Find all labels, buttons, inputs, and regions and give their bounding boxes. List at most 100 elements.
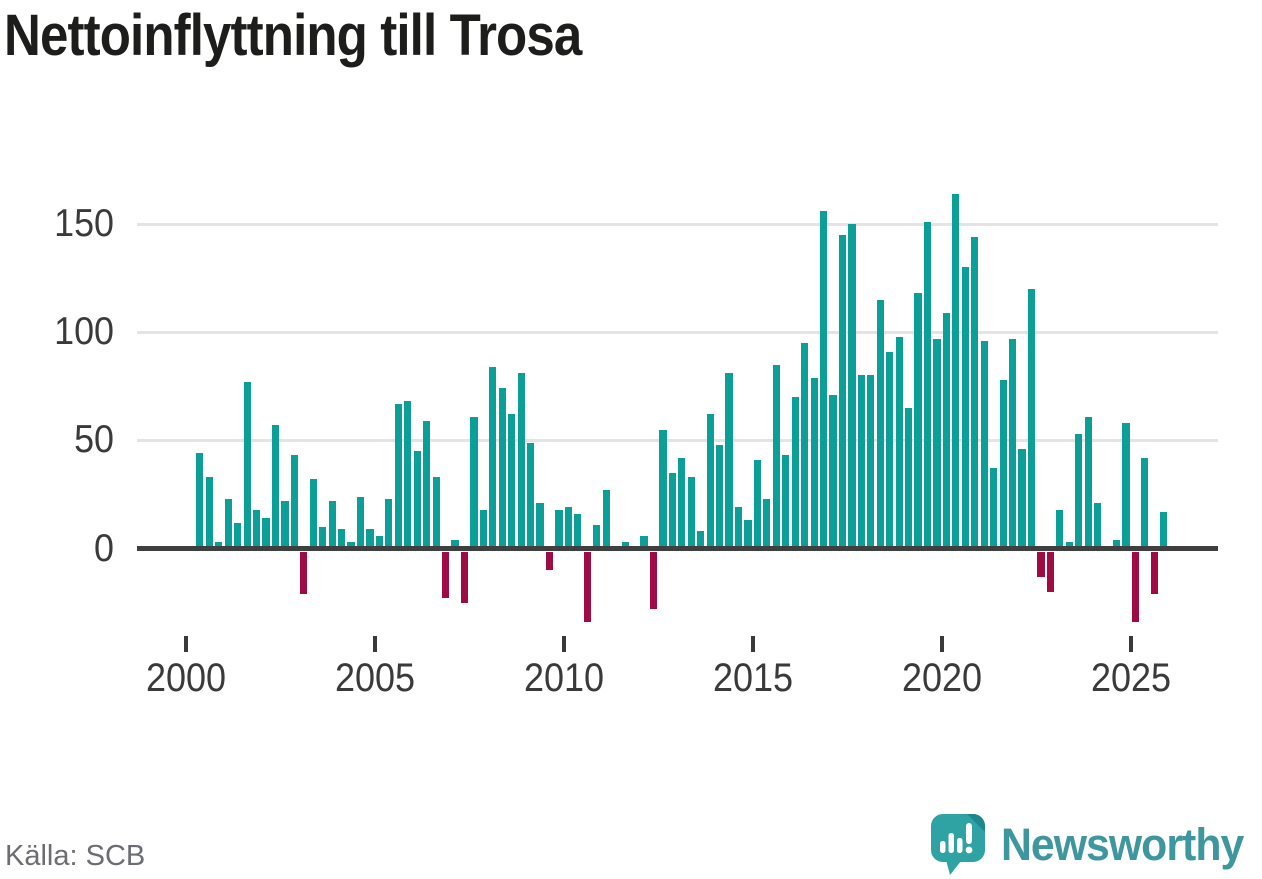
chart-title: Nettoinflyttning till Trosa	[4, 3, 582, 68]
x-axis-label-2000: 2000	[145, 656, 226, 700]
bar-2013-Q2	[687, 477, 695, 549]
bar-2010-Q1	[564, 507, 572, 549]
bar-2004-Q1	[338, 529, 346, 549]
bar-2017-Q3	[848, 224, 856, 549]
bar-2000-Q3	[205, 477, 213, 549]
bar-2015-Q2	[763, 498, 771, 549]
x-axis-label-2015: 2015	[712, 656, 793, 700]
bar-2016-Q2	[801, 343, 809, 549]
x-axis-label-2010: 2010	[523, 656, 604, 700]
bar-2010-Q2	[574, 513, 582, 549]
bar-2009-Q3	[545, 551, 554, 571]
bar-2024-Q4	[1122, 423, 1130, 549]
bar-2009-Q1	[527, 442, 535, 549]
bar-2004-Q2	[347, 542, 355, 549]
bar-2025-Q1	[1131, 551, 1139, 623]
bar-2009-Q4	[555, 509, 563, 549]
bar-2010-Q4	[593, 524, 601, 549]
bar-2002-Q4	[290, 455, 298, 549]
bar-2019-Q1	[905, 407, 913, 549]
x-axis-tick-2025	[1128, 636, 1133, 652]
bar-2007-Q2	[460, 551, 469, 603]
bar-2000-Q2	[196, 453, 204, 549]
bar-2012-Q2	[649, 551, 658, 610]
bar-2020-Q3	[961, 267, 969, 549]
bar-2018-Q3	[886, 351, 894, 549]
bar-2015-Q3	[772, 364, 780, 549]
bar-2003-Q3	[319, 526, 327, 549]
x-axis-tick-2005	[372, 636, 377, 652]
bar-2008-Q2	[498, 388, 506, 549]
bar-2006-Q1	[413, 451, 421, 549]
bar-2011-Q3	[621, 542, 629, 549]
bar-2005-Q2	[385, 498, 393, 549]
bar-2008-Q1	[489, 366, 497, 549]
bar-2015-Q1	[753, 459, 761, 549]
bar-2024-Q3	[1112, 539, 1121, 549]
x-axis-tick-2000	[183, 636, 188, 652]
bar-2022-Q2	[1027, 288, 1036, 549]
bar-2022-Q1	[1018, 449, 1026, 549]
bar-2014-Q2	[725, 373, 733, 549]
newsworthy-wordmark: Newsworthy	[1000, 819, 1244, 870]
bar-2013-Q1	[678, 457, 686, 549]
bar-2023-Q2	[1065, 542, 1073, 549]
bar-2004-Q4	[366, 529, 374, 549]
bar-2020-Q4	[971, 237, 979, 549]
bar-2007-Q1	[451, 539, 459, 549]
bar-2002-Q2	[271, 425, 280, 549]
bar-chart-speech-bubble-icon	[930, 814, 985, 875]
bar-2020-Q1	[942, 312, 950, 549]
bar-2001-Q1	[224, 498, 232, 549]
bar-2018-Q1	[867, 375, 875, 549]
bar-2018-Q4	[895, 336, 903, 549]
bar-2003-Q2	[309, 479, 317, 549]
bar-2005-Q1	[375, 535, 383, 549]
bar-2009-Q2	[536, 503, 544, 549]
bar-2022-Q3	[1037, 551, 1045, 577]
bar-2017-Q1	[829, 394, 837, 549]
bar-2001-Q2	[234, 522, 242, 549]
bar-2021-Q1	[980, 340, 988, 549]
bar-2017-Q2	[838, 234, 847, 549]
bar-2012-Q4	[668, 472, 676, 549]
bar-2014-Q4	[744, 520, 752, 549]
bar-2023-Q3	[1075, 433, 1083, 549]
bar-2014-Q3	[734, 507, 743, 549]
gridline-150	[137, 222, 1218, 226]
bar-2019-Q2	[914, 293, 922, 549]
source-note: Källa: SCB	[5, 840, 146, 872]
bar-2024-Q1	[1094, 503, 1102, 549]
bar-2001-Q3	[243, 381, 251, 549]
x-axis-label-2020: 2020	[901, 656, 982, 700]
bar-2010-Q3	[583, 551, 591, 623]
newsworthy-logo: Newsworthy	[930, 814, 1256, 876]
gridline-100	[137, 330, 1218, 334]
bar-2013-Q3	[697, 531, 705, 549]
bar-2012-Q1	[640, 535, 648, 549]
bar-2005-Q3	[394, 403, 402, 549]
bar-2008-Q4	[517, 373, 525, 549]
x-axis-label-2025: 2025	[1090, 656, 1171, 700]
bar-2003-Q1	[300, 551, 308, 594]
x-axis-tick-2020	[939, 636, 944, 652]
bar-2019-Q3	[923, 221, 932, 549]
bar-2016-Q3	[810, 377, 818, 549]
bar-2007-Q4	[479, 509, 487, 549]
bar-2020-Q2	[952, 193, 960, 549]
bar-2014-Q1	[716, 444, 724, 549]
y-axis-label-50: 50	[74, 418, 114, 462]
bar-2001-Q4	[252, 509, 261, 549]
bar-2012-Q3	[659, 429, 667, 549]
bar-2013-Q4	[706, 414, 714, 549]
bar-2006-Q2	[423, 420, 431, 549]
bar-2021-Q3	[999, 379, 1007, 549]
y-axis-label-150: 150	[54, 202, 114, 246]
bar-2008-Q3	[508, 414, 516, 549]
y-axis-label-100: 100	[54, 310, 114, 354]
x-axis-line	[137, 546, 1218, 551]
bar-2017-Q4	[857, 375, 865, 549]
bar-2023-Q1	[1056, 509, 1064, 549]
x-axis-tick-2015	[750, 636, 755, 652]
bar-2002-Q3	[281, 500, 289, 549]
